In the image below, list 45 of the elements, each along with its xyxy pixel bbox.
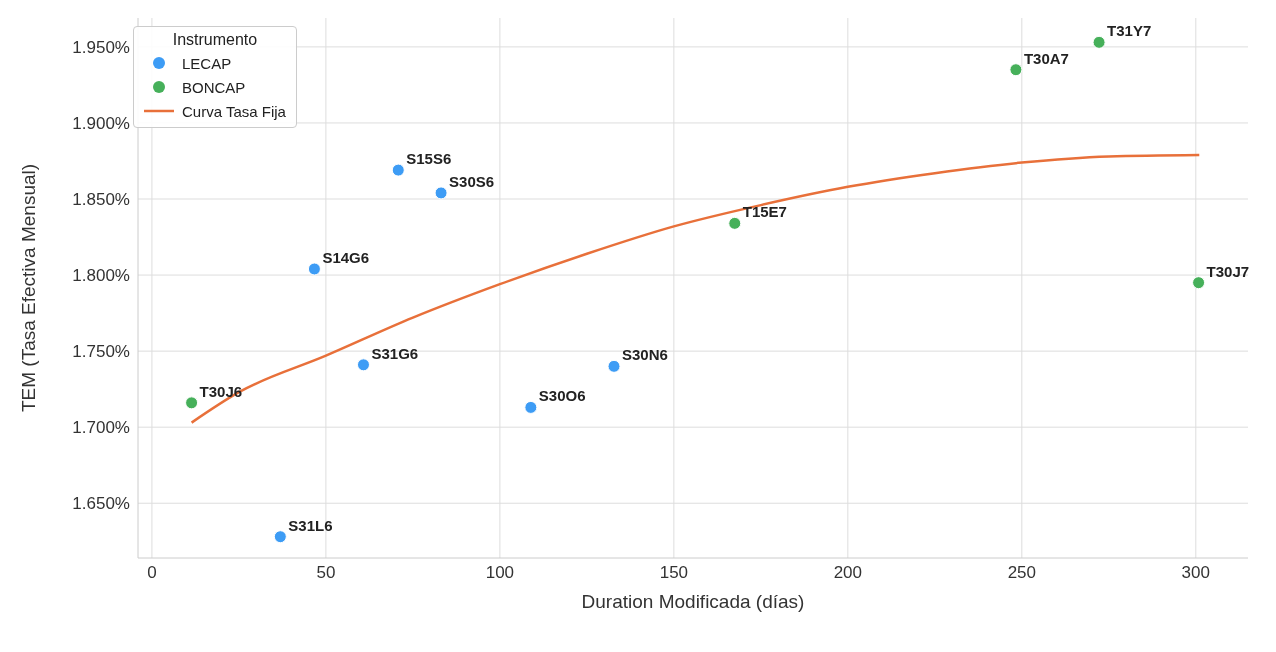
x-tick-label: 100: [485, 563, 515, 583]
point: [356, 358, 370, 372]
annotation: S31L6: [288, 516, 333, 534]
point: [307, 262, 321, 276]
annotation: T15E7: [742, 203, 787, 221]
annotation: T30J6: [199, 382, 243, 400]
point: [607, 359, 621, 373]
x-axis-title: Duration Modificada (días): [581, 591, 805, 612]
x-tick-label: 150: [659, 563, 689, 583]
y-tick-label: 1.950%: [72, 37, 130, 57]
point: [1009, 63, 1023, 77]
annotation: T31Y7: [1107, 22, 1152, 40]
annotation: S15S6: [406, 150, 452, 168]
annotation: S30O6: [538, 387, 586, 405]
x-tick-label: 200: [833, 563, 863, 583]
legend-label: Curva Tasa Fija: [182, 102, 286, 120]
point: [1192, 276, 1206, 290]
annotation: T30A7: [1023, 49, 1069, 67]
y-tick-label: 1.700%: [72, 418, 130, 438]
annotation: S30N6: [622, 346, 668, 364]
y-axis-title: TEM (Tasa Efectiva Mensual): [17, 163, 39, 413]
x-tick-label: 300: [1181, 563, 1210, 583]
annotation: T30J7: [1206, 262, 1250, 280]
point: [728, 216, 742, 230]
x-tick-label: 250: [1007, 563, 1037, 583]
legend-label: BONCAP: [182, 78, 246, 96]
x-tick-label: 50: [316, 563, 336, 583]
y-tick-label: 1.650%: [72, 494, 130, 514]
x-tick-label: 0: [147, 563, 157, 583]
point: [1092, 35, 1106, 49]
point: [185, 396, 199, 410]
y-tick-label: 1.900%: [72, 113, 130, 133]
point: [434, 186, 448, 200]
point: [273, 530, 287, 544]
point: [524, 400, 538, 414]
point: [391, 163, 405, 177]
line-series: [190, 153, 1201, 424]
annotation: S14G6: [322, 248, 370, 266]
legend-label: LECAP: [182, 54, 232, 72]
annotation: S30S6: [449, 172, 495, 190]
y-tick-label: 1.800%: [72, 266, 130, 286]
legend-title: Instrumento: [171, 31, 259, 49]
y-tick-label: 1.850%: [72, 190, 130, 210]
annotation: S31G6: [371, 344, 419, 362]
y-tick-label: 1.750%: [72, 342, 130, 362]
